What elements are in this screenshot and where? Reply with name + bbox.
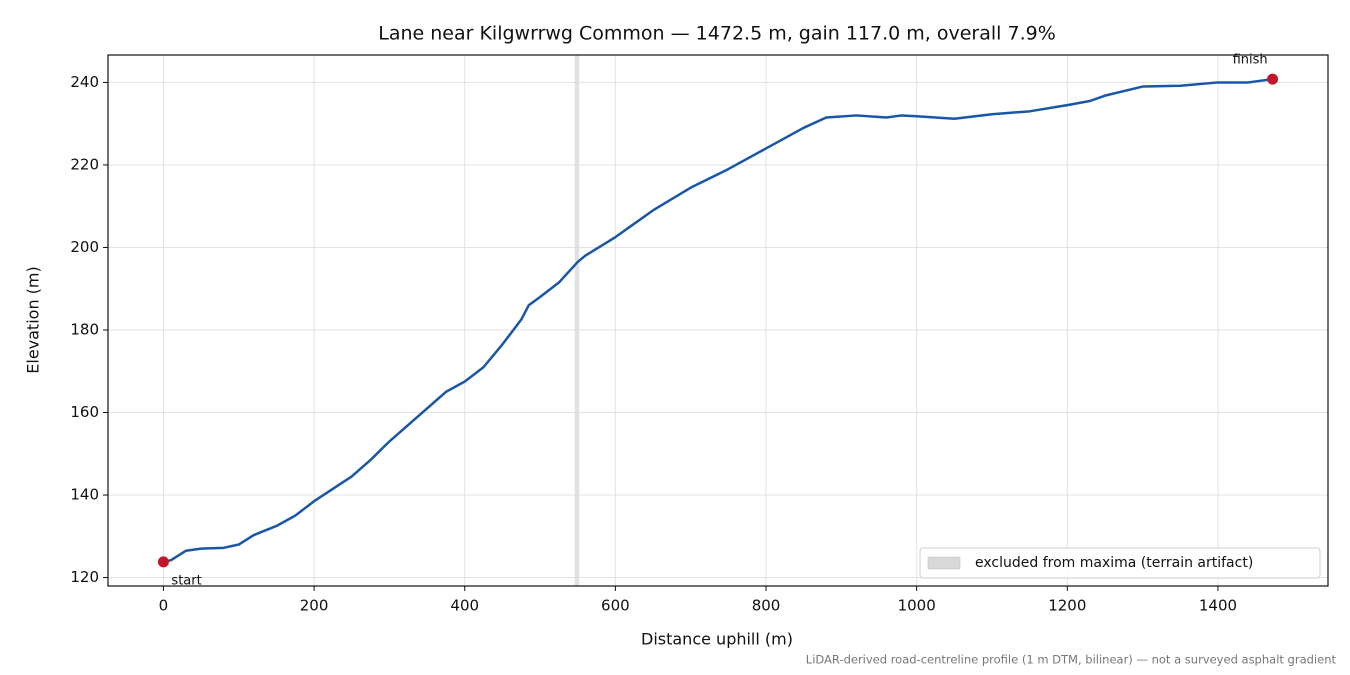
x-tick-label: 400 [450,597,479,615]
legend-box [919,547,1321,579]
endpoint-marker [157,556,169,568]
y-tick-label: 220 [70,155,99,173]
y-axis-label: Elevation (m) [24,266,43,373]
endpoint-marker [1267,73,1279,85]
y-tick-label: 240 [70,73,99,91]
x-tick-label: 0 [159,597,169,615]
footnote: LiDAR-derived road-centreline profile (1… [806,653,1337,667]
x-tick-label: 200 [300,597,329,615]
x-tick-label: 600 [601,597,630,615]
x-tick-label: 1200 [1048,597,1086,615]
endpoint-label: start [171,573,201,588]
y-tick-label: 200 [70,238,99,256]
y-tick-label: 140 [70,486,99,504]
y-tick-label: 180 [70,320,99,338]
excluded-span [574,55,580,586]
x-tick-label: 1400 [1199,597,1237,615]
y-tick-label: 120 [70,568,99,586]
x-tick-label: 1000 [898,597,936,615]
legend-label: excluded from maxima (terrain artifact) [975,555,1253,571]
elevation-line [163,77,1273,564]
legend-swatch [927,556,961,570]
y-tick-label: 160 [70,403,99,421]
x-axis-label: Distance uphill (m) [641,630,793,649]
chart-title: Lane near Kilgwrrwg Common — 1472.5 m, g… [378,23,1056,45]
x-tick-label: 800 [752,597,781,615]
endpoint-label: finish [1233,53,1268,68]
plot-frame [107,54,1329,587]
